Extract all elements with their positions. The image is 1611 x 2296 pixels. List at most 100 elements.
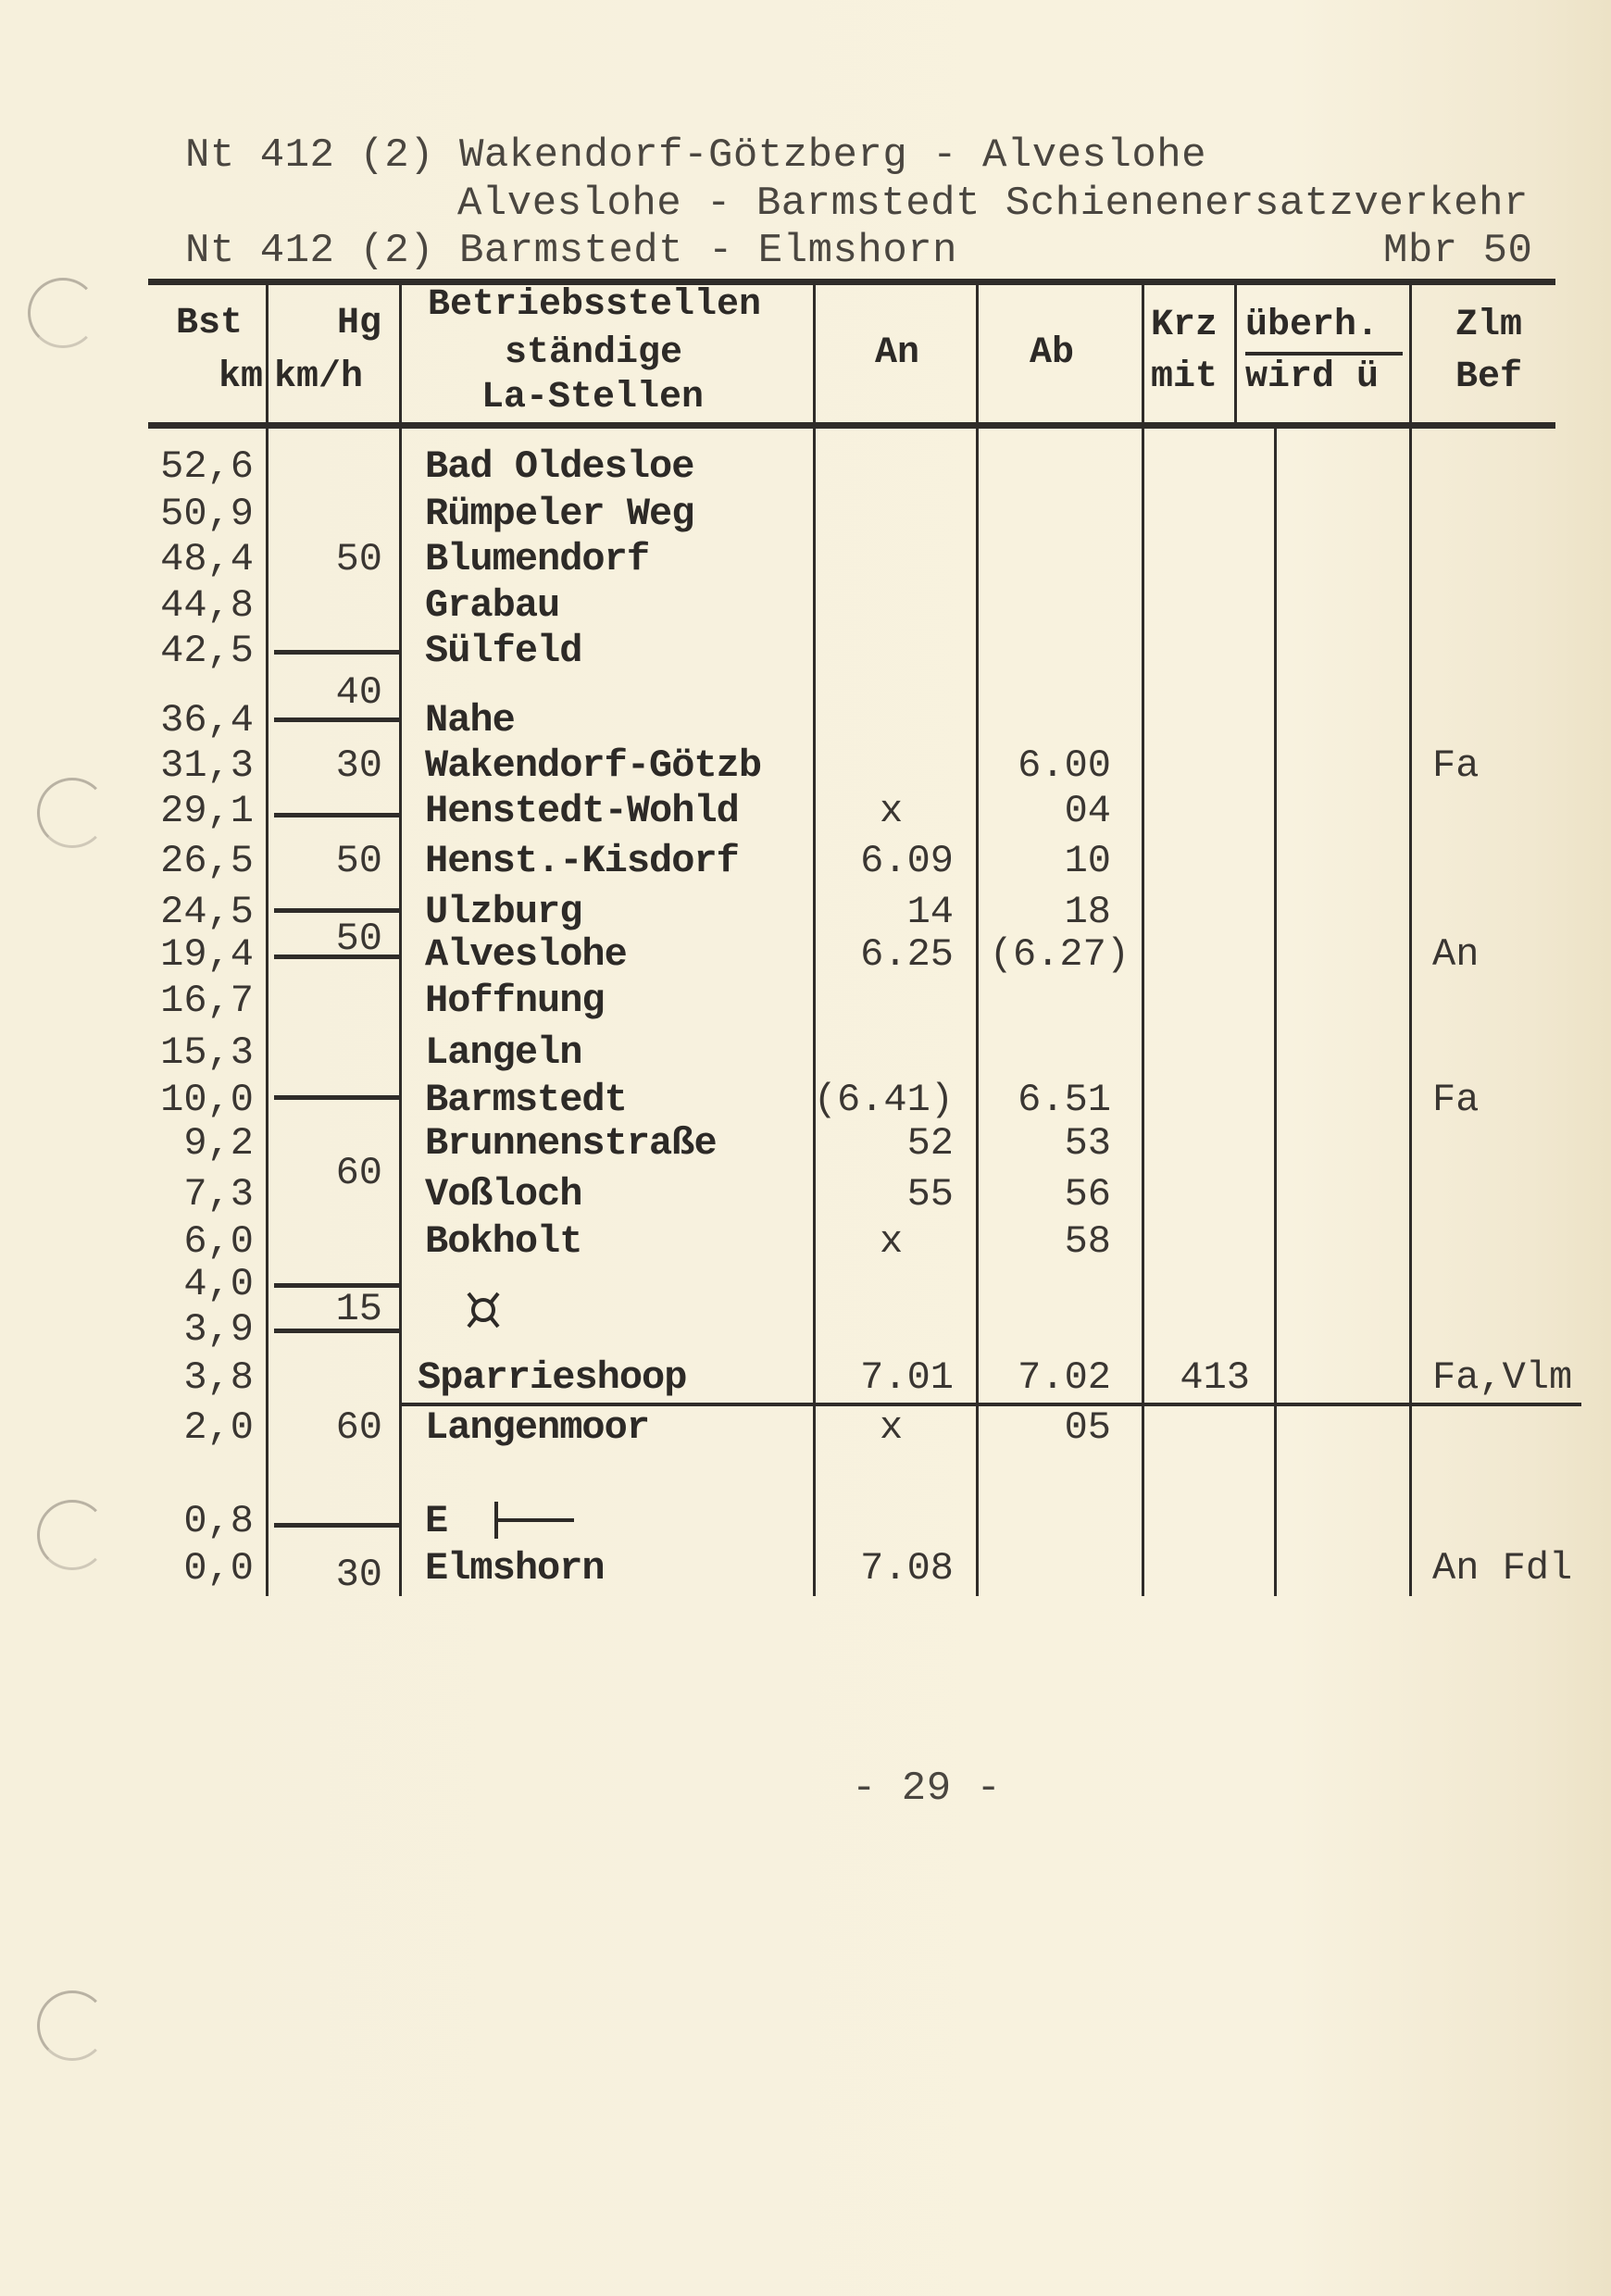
- row-km: 6,0: [183, 1219, 254, 1264]
- col-divider: [1274, 425, 1277, 1596]
- row-remarks: Fa,Vlm: [1432, 1355, 1573, 1400]
- row-arrival: 7.01: [860, 1355, 954, 1400]
- row-departure: 53: [1064, 1121, 1111, 1166]
- col-header-stations-3: La-Stellen: [481, 377, 705, 418]
- row-departure: 6.00: [1018, 743, 1111, 788]
- speed-limit: 30: [335, 743, 382, 788]
- punch-hole: [28, 278, 98, 348]
- col-header-an: An: [875, 332, 920, 374]
- speed-limit: 30: [335, 1553, 382, 1597]
- speed-limit: 15: [335, 1287, 382, 1331]
- uberh-rule: [1245, 352, 1403, 356]
- row-km: 29,1: [160, 789, 254, 833]
- col-divider: [1142, 281, 1144, 1596]
- row-station: Alveslohe: [425, 932, 628, 977]
- row-km: 15,3: [160, 1030, 254, 1075]
- speed-limit: 60: [335, 1405, 382, 1450]
- row-station: Voßloch: [425, 1172, 582, 1217]
- title-line-2: Alveslohe - Barmstedt Schienenersatzverk…: [457, 181, 1529, 227]
- row-arrival: x: [880, 1405, 904, 1450]
- level-crossing-icon: [467, 1292, 500, 1329]
- col-divider: [266, 281, 268, 1596]
- table-top-rule: [148, 279, 1555, 285]
- row-station: Langenmoor: [425, 1405, 650, 1450]
- col-divider: [1234, 281, 1237, 425]
- speed-change-line: [274, 813, 400, 817]
- row-departure: 6.51: [1018, 1078, 1111, 1122]
- row-departure: 7.02: [1018, 1355, 1111, 1400]
- col-header-uberh: überh.: [1245, 305, 1380, 346]
- row-km: 16,7: [160, 979, 254, 1023]
- section-separator: [400, 1403, 1581, 1406]
- row-km: 2,0: [183, 1405, 254, 1450]
- row-arrival: 6.09: [860, 839, 954, 883]
- speed-change-line: [274, 1329, 400, 1333]
- row-station: Henst.-Kisdorf: [425, 839, 740, 883]
- row-crossing: 413: [1180, 1355, 1250, 1400]
- punch-hole: [37, 1500, 107, 1570]
- speed-change-line: [274, 1283, 400, 1288]
- speed-change-line: [274, 650, 400, 655]
- col-header-bst-unit: km: [219, 356, 264, 398]
- row-station: Elmshorn: [425, 1546, 606, 1591]
- col-header-stations-1: Betriebsstellen: [428, 284, 762, 326]
- row-km: 50,9: [160, 492, 254, 536]
- col-header-ab: Ab: [1030, 332, 1075, 374]
- col-header-bst: Bst: [176, 303, 244, 344]
- row-km: 31,3: [160, 743, 254, 788]
- col-divider: [399, 281, 402, 1596]
- row-km: 0,0: [183, 1546, 254, 1591]
- col-header-hg-unit: km/h: [274, 356, 364, 398]
- row-arrival: 55: [906, 1172, 954, 1217]
- row-arrival: 6.25: [860, 932, 954, 977]
- speed-limit: 50: [335, 839, 382, 883]
- row-km: 4,0: [183, 1262, 254, 1306]
- entry-signal-icon: [494, 1502, 574, 1539]
- row-km: 3,9: [183, 1307, 254, 1352]
- row-arrival: (6.41): [813, 1078, 954, 1122]
- row-km: 7,3: [183, 1172, 254, 1217]
- row-remarks: An: [1432, 932, 1480, 977]
- row-station: Brunnenstraße: [425, 1121, 718, 1166]
- row-km: 26,5: [160, 839, 254, 883]
- row-arrival: 7.08: [860, 1546, 954, 1591]
- col-header-zlm: Zlm: [1455, 305, 1523, 346]
- row-departure: 56: [1064, 1172, 1111, 1217]
- row-arrival: 14: [906, 890, 954, 934]
- speed-change-line: [274, 1095, 400, 1100]
- row-km: 9,2: [183, 1121, 254, 1166]
- row-remarks: Fa: [1432, 743, 1480, 788]
- speed-change-line: [274, 718, 400, 722]
- title-line-3: Nt 412 (2) Barmstedt - Elmshorn: [185, 228, 958, 274]
- row-station: Langeln: [425, 1030, 582, 1075]
- col-divider: [1409, 281, 1412, 1596]
- mbr-label: Mbr 50: [1383, 228, 1533, 274]
- row-station: Hoffnung: [425, 979, 606, 1023]
- speed-limit: 50: [335, 537, 382, 581]
- col-header-krz: Krz: [1151, 305, 1218, 346]
- punch-hole: [37, 778, 107, 848]
- speed-change-line: [274, 908, 400, 913]
- col-header-stations-2: ständige: [505, 332, 683, 374]
- row-arrival: x: [880, 1219, 904, 1264]
- row-station: Nahe: [425, 698, 516, 742]
- row-remarks: An Fdl: [1432, 1546, 1573, 1591]
- row-km: 3,8: [183, 1355, 254, 1400]
- page-number: - 29 -: [852, 1766, 1002, 1812]
- row-km: 42,5: [160, 629, 254, 673]
- row-km: 19,4: [160, 932, 254, 977]
- speed-change-line: [274, 1523, 400, 1528]
- row-station: E: [425, 1499, 448, 1543]
- row-departure: 04: [1064, 789, 1111, 833]
- row-departure: 05: [1064, 1405, 1111, 1450]
- header-bottom-rule: [148, 422, 1555, 429]
- row-station: Blumendorf: [425, 537, 650, 581]
- row-station: Ulzburg: [425, 890, 582, 934]
- speed-limit: 50: [335, 917, 382, 961]
- row-arrival: x: [880, 789, 904, 833]
- row-departure: (6.27): [989, 932, 1130, 977]
- row-km: 44,8: [160, 583, 254, 628]
- row-km: 0,8: [183, 1499, 254, 1543]
- row-km: 24,5: [160, 890, 254, 934]
- row-station: Sparrieshoop: [418, 1355, 687, 1400]
